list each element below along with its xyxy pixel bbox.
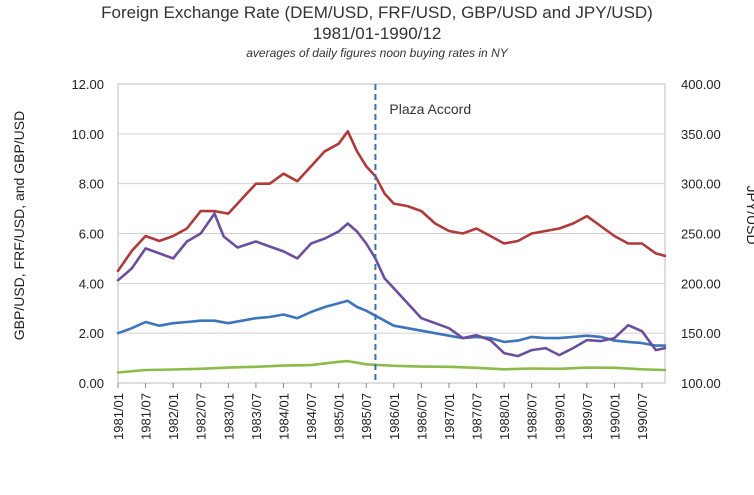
x-tick-label: 1984/07 <box>304 393 319 440</box>
x-tick-label: 1986/07 <box>414 393 429 440</box>
x-tick-label: 1985/01 <box>332 393 347 440</box>
y-left-axis-title: GBP/USD, FRF/USD, and GBP/USD <box>11 111 27 341</box>
x-tick-label: 1988/01 <box>497 393 512 440</box>
x-tick-label: 1989/01 <box>552 393 567 440</box>
y-right-tick-label: 350.00 <box>681 127 721 142</box>
chart-subtitle: 1981/01-1990/12 <box>312 24 442 43</box>
x-tick-label: 1987/01 <box>442 393 457 440</box>
y-right-tick-label: 300.00 <box>681 177 721 192</box>
y-left-tick-label: 10.00 <box>71 127 104 142</box>
y-right-tick-label: 200.00 <box>681 276 721 291</box>
series-line-dem-usd <box>116 299 667 347</box>
x-tick-label: 1982/07 <box>194 393 209 440</box>
x-tick-label: 1990/07 <box>635 393 650 440</box>
y-right-tick-label: 250.00 <box>681 227 721 242</box>
y-right-tick-label: 150.00 <box>681 326 721 341</box>
x-tick-label: 1983/01 <box>221 393 236 440</box>
x-tick-label: 1981/01 <box>111 393 126 440</box>
plaza-accord-label: Plaza Accord <box>389 101 471 117</box>
y-right-tick-label: 400.00 <box>681 77 721 92</box>
x-tick-label: 1983/07 <box>249 393 264 440</box>
x-tick-label: 1990/01 <box>607 393 622 440</box>
y-left-tick-label: 12.00 <box>71 77 104 92</box>
series-line-gbp-usd <box>116 359 667 374</box>
x-tick-label: 1986/01 <box>387 393 402 440</box>
y-left-tick-label: 6.00 <box>79 227 104 242</box>
series-line-frf-usd <box>116 130 667 273</box>
chart-title-block: Foreign Exchange Rate (DEM/USD, FRF/USD,… <box>0 2 754 62</box>
x-tick-label: 1989/07 <box>580 393 595 440</box>
y-right-tick-label: 100.00 <box>681 376 721 391</box>
y-left-tick-label: 0.00 <box>79 376 104 391</box>
x-tick-label: 1984/01 <box>276 393 291 440</box>
y-right-axis-title: JPY/USD <box>744 185 754 244</box>
x-tick-label: 1988/07 <box>525 393 540 440</box>
chart-note: averages of daily figures noon buying ra… <box>246 46 508 60</box>
legend-strip-cropped <box>0 481 754 495</box>
series-line-jpy-usd <box>116 212 667 358</box>
x-tick-label: 1985/07 <box>359 393 374 440</box>
chart-title: Foreign Exchange Rate (DEM/USD, FRF/USD,… <box>101 3 653 22</box>
y-left-tick-label: 8.00 <box>79 177 104 192</box>
y-left-tick-label: 2.00 <box>79 326 104 341</box>
x-tick-label: 1982/01 <box>166 393 181 440</box>
x-tick-label: 1987/07 <box>470 393 485 440</box>
y-left-tick-label: 4.00 <box>79 276 104 291</box>
x-tick-label: 1981/07 <box>139 393 154 440</box>
